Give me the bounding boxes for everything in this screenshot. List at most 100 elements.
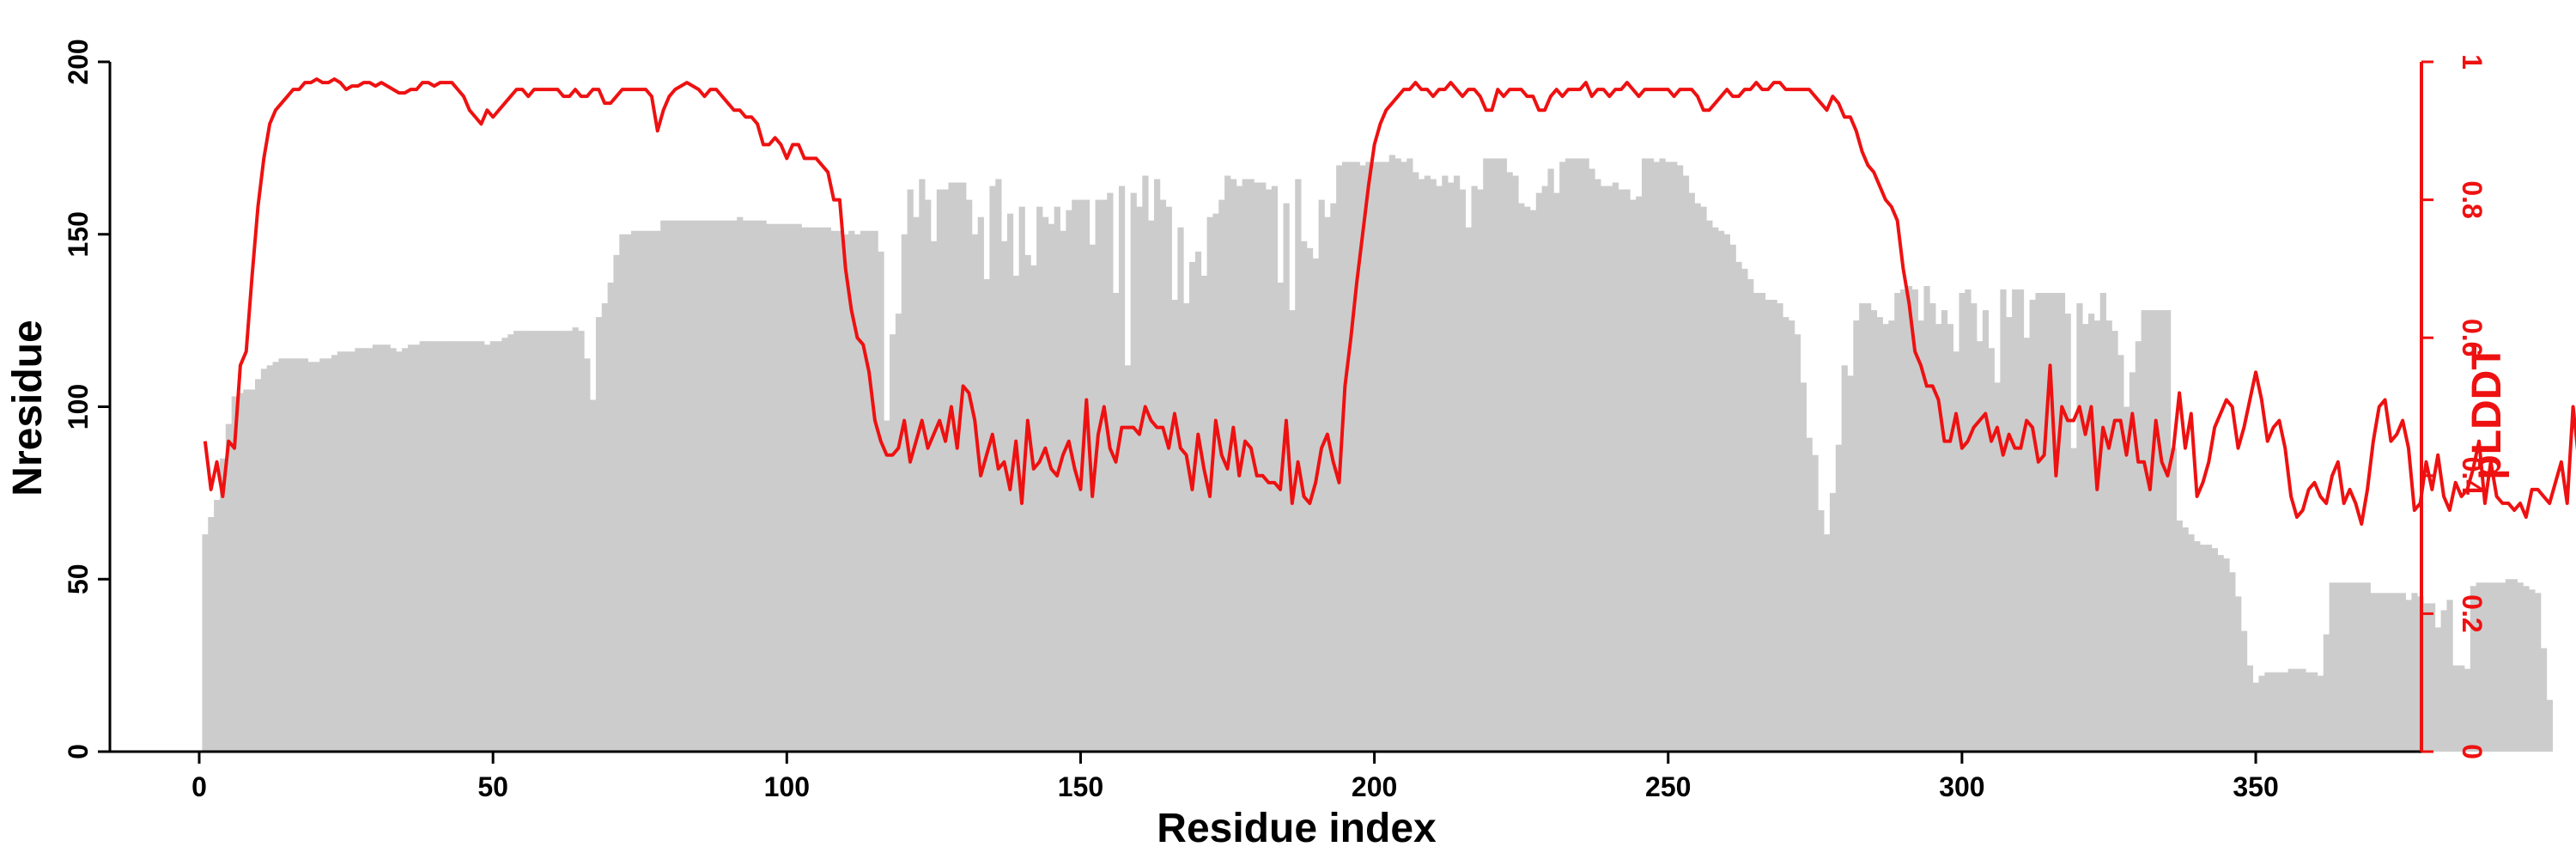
bar [602,303,608,752]
bar [1107,193,1113,752]
bar [325,358,331,752]
bar [2212,548,2218,752]
bar [2188,534,2194,752]
bar [402,348,408,752]
x-axis-title: Residue index [1157,806,1437,851]
bar [796,224,802,752]
bar [954,183,960,752]
x-tick-label: 50 [477,771,508,802]
bar [1030,265,1036,752]
bar [501,338,507,752]
bar [1172,300,1178,752]
bar [1906,286,1912,752]
bar [414,344,420,752]
bar [978,217,984,752]
bar [1624,190,1630,752]
bar [466,341,472,752]
bar [379,344,385,752]
bar [1483,158,1489,752]
bar [214,500,220,752]
bar [1983,310,1989,752]
bar [1718,231,1724,752]
bar [1536,193,1542,752]
bar [666,221,672,752]
bar [2030,300,2036,752]
bar [1648,158,1654,752]
bar [1348,161,1354,752]
bar [2324,634,2330,752]
bar [1613,183,1619,752]
bar [813,228,819,752]
bar [1789,320,1795,752]
bar [1888,320,1894,752]
bar [2270,673,2276,752]
bar [2117,355,2123,752]
bar [613,255,619,752]
bar [1795,334,1801,752]
bar [1759,293,1765,752]
bar [455,341,461,752]
bar [1319,200,1325,752]
bar [1883,324,1889,752]
bar [526,331,532,752]
bar [1177,228,1183,752]
bar [1735,262,1741,752]
bar [373,344,379,752]
bar [261,369,267,752]
bar [1342,161,1348,752]
bar [2294,669,2300,752]
bar [1929,303,1935,752]
bar [1807,438,1813,752]
bar [831,231,837,752]
bar [537,331,543,752]
y2-tick-label: 0 [2457,744,2488,759]
bar [890,334,896,752]
bar [2159,310,2165,752]
bar [2400,593,2406,752]
bar [2382,593,2388,752]
bar [2065,314,2071,752]
bar [708,221,714,752]
bar [1977,341,1983,752]
bar [296,358,302,752]
bar [2429,603,2435,752]
bar [2452,666,2458,752]
bar [343,351,349,752]
bar [1442,176,1448,752]
bar [267,365,273,752]
bar [1066,210,1072,752]
bar [2111,331,2117,752]
bar [1395,158,1401,752]
bar [2506,579,2512,752]
bar [361,348,367,752]
bar [1730,245,1736,752]
bar [1272,186,1278,752]
bar [1630,200,1636,752]
bar [2235,596,2241,752]
bar [2147,310,2153,752]
bar [960,183,966,752]
bar [1377,161,1383,752]
bar [1166,207,1172,752]
bar [2288,669,2294,752]
y2-tick-label: 1 [2457,54,2488,70]
bar [1571,158,1577,752]
bar [1959,293,1965,752]
bar [519,331,526,752]
bar [1084,200,1090,752]
bar [1477,190,1483,752]
bar [654,231,660,752]
bar [1589,168,1595,752]
bar [2330,582,2336,752]
bar [202,534,208,752]
bar [625,235,631,752]
bar [390,348,396,752]
bar [472,341,478,752]
bar [2312,673,2318,752]
y-tick-label: 200 [63,39,94,84]
bar [784,224,790,752]
bar [755,221,761,752]
bar [1695,204,1701,752]
bar [1918,320,1924,752]
